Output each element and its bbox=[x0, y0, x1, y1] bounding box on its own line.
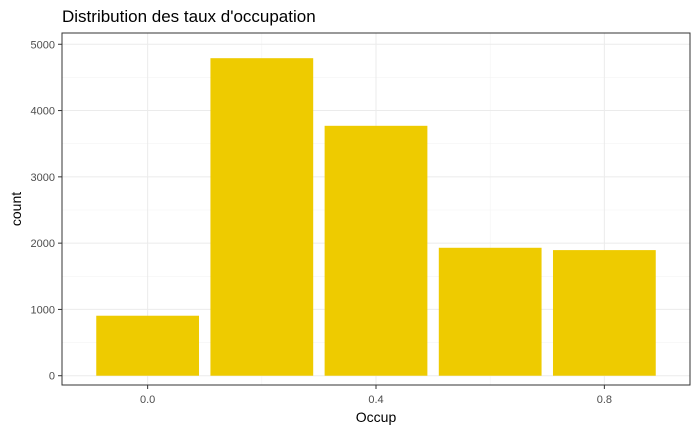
histogram-bar bbox=[438, 247, 542, 376]
histogram-bar bbox=[324, 125, 428, 376]
x-tick-label: 0.8 bbox=[597, 394, 612, 406]
histogram-bar bbox=[96, 315, 200, 376]
x-axis-title: Occup bbox=[356, 409, 397, 425]
bars bbox=[96, 58, 656, 376]
y-tick-label: 2000 bbox=[31, 238, 55, 250]
y-tick-label: 3000 bbox=[31, 172, 55, 184]
x-tick-label: 0.4 bbox=[368, 394, 383, 406]
chart-title: Distribution des taux d'occupation bbox=[62, 7, 316, 26]
x-tick-label: 0.0 bbox=[140, 394, 155, 406]
histogram-bar bbox=[552, 250, 656, 376]
y-tick-label: 1000 bbox=[31, 304, 55, 316]
y-axis-title: count bbox=[8, 192, 24, 226]
axes: 0 1000 2000 3000 4000 5000 0.0 0.4 0.8 bbox=[31, 39, 612, 406]
y-tick-label: 0 bbox=[49, 371, 55, 383]
y-tick-label: 4000 bbox=[31, 106, 55, 118]
histogram-bar bbox=[210, 58, 314, 376]
y-tick-label: 5000 bbox=[31, 39, 55, 51]
